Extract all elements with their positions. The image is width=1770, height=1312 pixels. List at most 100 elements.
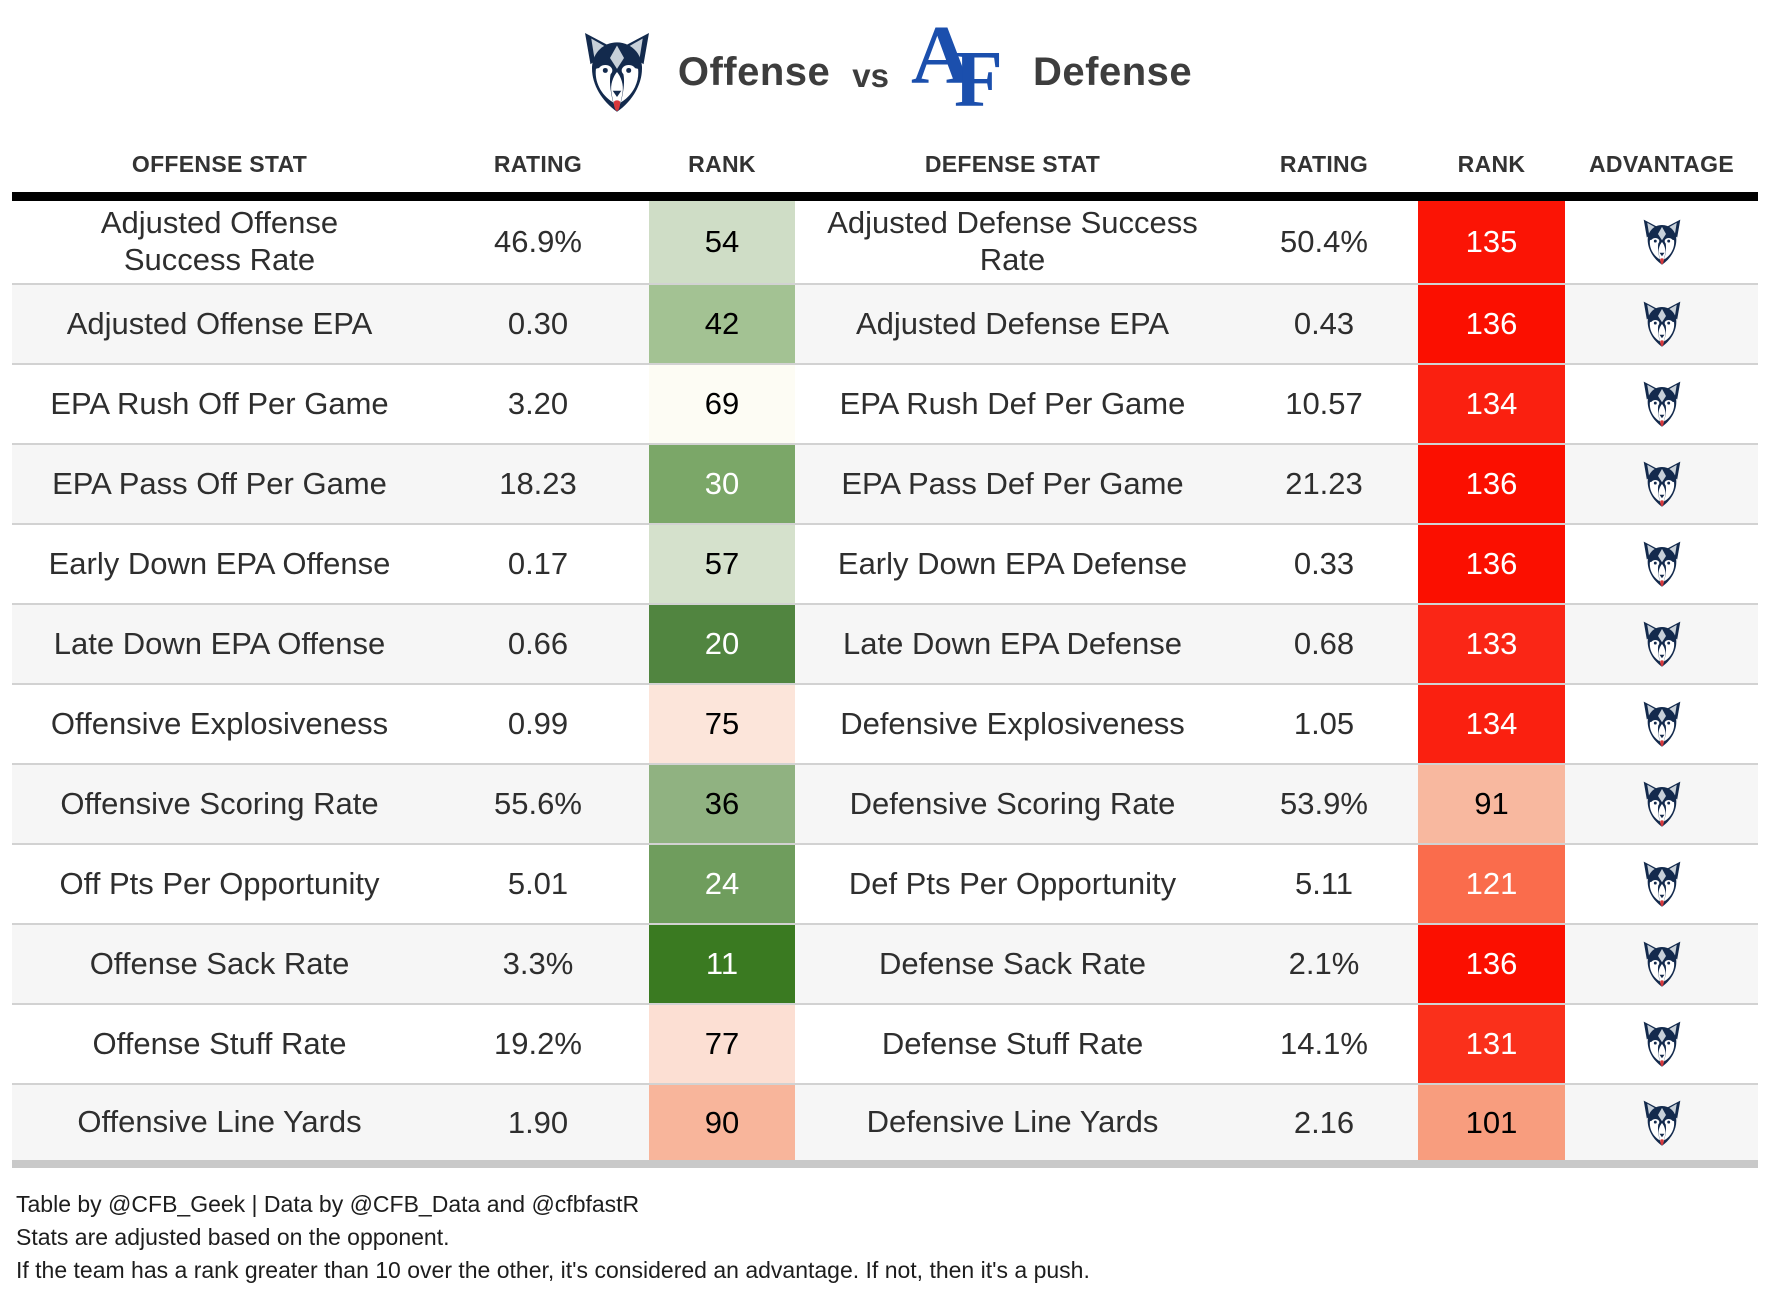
defense-stat-name: Adjusted Defense EPA: [855, 305, 1170, 341]
offense-rating: 1.90: [507, 1104, 569, 1140]
defense-rank: 134: [1418, 364, 1565, 444]
offense-rating: 18.23: [499, 466, 577, 501]
offense-stat-name: Adjusted Offense EPA: [66, 305, 373, 341]
defense-stat-name: EPA Rush Def Per Game: [839, 385, 1186, 421]
table-row: EPA Rush Off Per Game 3.20 69 EPA Rush D…: [12, 364, 1758, 444]
offense-stat-name: EPA Rush Off Per Game: [50, 385, 389, 421]
defense-rating: 0.43: [1293, 306, 1355, 341]
defense-stat-name: Early Down EPA Defense: [837, 545, 1188, 581]
offense-stat-name: Late Down EPA Offense: [53, 625, 386, 661]
advantage-cell: [1565, 684, 1758, 764]
defense-rank: 136: [1418, 924, 1565, 1004]
col-advantage: ADVANTAGE: [1589, 151, 1734, 178]
offense-rank: 36: [649, 764, 795, 844]
col-defense-rating: RATING: [1279, 151, 1369, 178]
defense-rating: 53.9%: [1280, 786, 1368, 821]
offense-stat-name: Offense Stuff Rate: [92, 1025, 347, 1061]
uconn-husky-logo-icon: [1639, 779, 1685, 829]
advantage-cell: [1565, 444, 1758, 524]
defense-rating: 21.23: [1285, 466, 1363, 501]
offense-stat-name: Offensive Explosiveness: [50, 705, 389, 741]
table-row: Offense Stuff Rate 19.2% 77 Defense Stuf…: [12, 1004, 1758, 1084]
offense-rating: 3.20: [507, 386, 569, 421]
offense-rating: 5.01: [507, 866, 569, 901]
offense-rank: 57: [649, 524, 795, 604]
defense-rating: 2.16: [1293, 1104, 1355, 1140]
offense-rating: 0.17: [507, 546, 569, 581]
offense-stat-name: Offensive Line Yards: [77, 1104, 362, 1140]
offense-rating: 0.30: [507, 306, 569, 341]
table-row: Late Down EPA Offense 0.66 20 Late Down …: [12, 604, 1758, 684]
offense-rating: 3.3%: [502, 946, 574, 981]
title-defense: Defense: [1033, 49, 1193, 94]
uconn-husky-logo-icon: [1639, 699, 1685, 749]
col-defense-stat: DEFENSE STAT: [924, 151, 1101, 178]
uconn-husky-logo-icon: [1639, 299, 1685, 349]
advantage-cell: [1565, 364, 1758, 444]
advantage-cell: [1565, 284, 1758, 364]
defense-rank: 134: [1418, 684, 1565, 764]
advantage-cell: [1565, 524, 1758, 604]
advantage-cell: [1565, 1004, 1758, 1084]
defense-rating: 50.4%: [1280, 223, 1368, 259]
offense-rating: 19.2%: [494, 1026, 582, 1061]
offense-rating: 0.99: [507, 706, 569, 741]
offense-stat-name: Offensive Scoring Rate: [60, 785, 379, 821]
uconn-husky-logo-icon: [578, 22, 656, 122]
offense-rating: 46.9%: [494, 223, 582, 259]
defense-stat-name: EPA Pass Def Per Game: [841, 465, 1184, 501]
col-offense-stat: OFFENSE STAT: [131, 151, 308, 178]
offense-rating: 55.6%: [494, 786, 582, 821]
uconn-husky-logo-icon: [1639, 1019, 1685, 1069]
uconn-husky-logo-icon: [1639, 1098, 1685, 1148]
col-defense-rank: RANK: [1457, 151, 1526, 178]
table-row: EPA Pass Off Per Game 18.23 30 EPA Pass …: [12, 444, 1758, 524]
page-title: Offense vs A F Defense: [0, 0, 1770, 138]
table-row: Off Pts Per Opportunity 5.01 24 Def Pts …: [12, 844, 1758, 924]
defense-rating: 0.68: [1293, 626, 1355, 661]
defense-rating: 0.33: [1293, 546, 1355, 581]
offense-stat-name: Off Pts Per Opportunity: [59, 865, 380, 901]
defense-rank: 136: [1418, 444, 1565, 524]
defense-rank: 133: [1418, 604, 1565, 684]
footer-credit: Table by @CFB_Geek | Data by @CFB_Data a…: [16, 1191, 640, 1217]
offense-rank: 24: [649, 844, 795, 924]
defense-rating: 14.1%: [1280, 1026, 1368, 1061]
uconn-husky-logo-icon: [1639, 379, 1685, 429]
defense-stat-name: Def Pts Per Opportunity: [848, 865, 1177, 901]
offense-rank: 42: [649, 284, 795, 364]
uconn-husky-logo-icon: [1639, 217, 1685, 267]
table-row: Offense Sack Rate 3.3% 11 Defense Sack R…: [12, 924, 1758, 1004]
advantage-cell: [1565, 924, 1758, 1004]
table-row: Offensive Line Yards 1.90 90 Defensive L…: [12, 1084, 1758, 1164]
table-header-row: OFFENSE STAT RATING RANK DEFENSE STAT RA…: [12, 138, 1758, 196]
advantage-cell: [1565, 604, 1758, 684]
defense-rank: 136: [1418, 524, 1565, 604]
advantage-cell: [1565, 1084, 1758, 1164]
uconn-husky-logo-icon: [1639, 619, 1685, 669]
defense-rating: 1.05: [1293, 706, 1355, 741]
offense-rank: 30: [649, 444, 795, 524]
defense-rank: 121: [1418, 844, 1565, 924]
table-row: Offensive Scoring Rate 55.6% 36 Defensiv…: [12, 764, 1758, 844]
offense-rank: 20: [649, 604, 795, 684]
col-offense-rank: RANK: [688, 151, 756, 178]
stats-table: OFFENSE STAT RATING RANK DEFENSE STAT RA…: [12, 138, 1758, 1168]
offense-rank: 77: [649, 1004, 795, 1084]
defense-stat-name: Defensive Line Yards: [866, 1104, 1159, 1140]
uconn-husky-logo-icon: [1639, 859, 1685, 909]
defense-stat-name: Adjusted Defense Success Rate: [827, 205, 1198, 277]
offense-rank: 90: [649, 1084, 795, 1164]
defense-stat-name: Defensive Explosiveness: [840, 705, 1185, 741]
offense-stat-name: EPA Pass Off Per Game: [52, 465, 387, 501]
offense-rank: 69: [649, 364, 795, 444]
title-vs: vs: [852, 57, 890, 94]
offense-rank: 11: [649, 924, 795, 1004]
table-row: Early Down EPA Offense 0.17 57 Early Dow…: [12, 524, 1758, 604]
offense-rating: 0.66: [507, 626, 569, 661]
uconn-husky-logo-icon: [1639, 939, 1685, 989]
defense-stat-name: Defense Stuff Rate: [881, 1025, 1144, 1061]
defense-rank: 91: [1418, 764, 1565, 844]
defense-rating: 5.11: [1294, 866, 1354, 901]
defense-stat-name: Defense Sack Rate: [878, 945, 1147, 981]
